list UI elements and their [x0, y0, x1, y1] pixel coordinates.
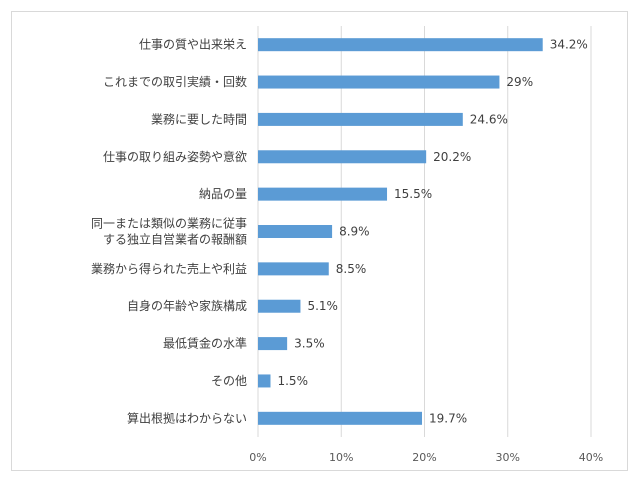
category-labels: 仕事の質や出来栄えこれまでの取引実績・回数業務に要した時間仕事の取り組み姿勢や意…	[91, 37, 247, 426]
category-label: 仕事の取り組み姿勢や意欲	[103, 149, 247, 164]
gridlines	[257, 26, 592, 437]
data-label: 34.2%	[550, 38, 588, 52]
category-label: 算出根拠はわからない	[127, 410, 247, 425]
bar	[258, 225, 333, 238]
category-label: 同一または類似の業務に従事する独立自営業者の報酬額	[91, 217, 247, 247]
category-label: その他	[211, 374, 247, 388]
x-tick-labels: 0% 10% 20% 30% 40%	[249, 451, 603, 464]
category-label: 業務に要した時間	[151, 112, 247, 126]
bar	[258, 299, 301, 313]
x-tick-label: 0%	[249, 451, 266, 464]
bar	[258, 262, 329, 276]
x-tick-label: 20%	[412, 451, 436, 464]
x-tick-label: 10%	[329, 451, 353, 464]
bar	[258, 112, 463, 126]
bar	[258, 38, 543, 52]
category-label: これまでの取引実績・回数	[103, 74, 247, 89]
data-label: 20.2%	[433, 150, 471, 164]
category-label: 最低賃金の水準	[163, 336, 247, 351]
bar	[258, 337, 288, 351]
category-label: 納品の量	[199, 187, 247, 201]
bar	[258, 150, 427, 164]
bar	[258, 411, 423, 425]
bars	[258, 38, 543, 425]
bar	[258, 75, 500, 89]
x-tick-label: 30%	[496, 451, 520, 464]
category-label: 業務から得られた売上や利益	[91, 261, 247, 276]
data-label: 29%	[506, 75, 533, 89]
bar	[258, 187, 388, 201]
value-labels: 34.2% 29% 24.6% 20.2% 15.5% 8.9% 8.5% 5.1% 3.5% 1…	[277, 38, 587, 426]
data-label: 1.5%	[277, 374, 308, 388]
data-label: 8.9%	[339, 225, 370, 239]
x-tick-label: 40%	[579, 451, 603, 464]
data-label: 19.7%	[429, 411, 467, 425]
data-label: 15.5%	[394, 187, 432, 201]
category-label: 仕事の質や出来栄え	[139, 37, 247, 52]
data-label: 3.5%	[294, 337, 325, 351]
data-label: 24.6%	[470, 112, 508, 126]
data-label: 8.5%	[336, 262, 367, 276]
category-label: 自身の年齢や家族構成	[127, 298, 247, 313]
bar	[258, 374, 271, 388]
data-label: 5.1%	[307, 299, 338, 313]
